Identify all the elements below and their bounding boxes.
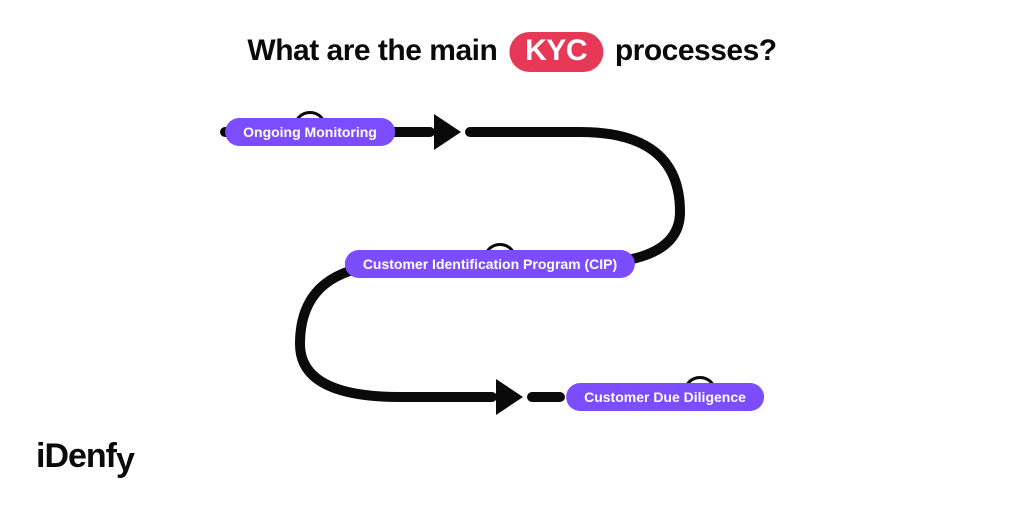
- arrow-2: [496, 379, 523, 415]
- logo-text: iDenf: [36, 437, 116, 475]
- brand-logo: iDenfy: [36, 437, 134, 476]
- arrow-1: [434, 114, 461, 150]
- arrowhead-icon: [434, 114, 461, 150]
- process-pill-monitoring: Ongoing Monitoring: [225, 118, 395, 146]
- process-pill-cdd: Customer Due Diligence: [566, 383, 764, 411]
- pill-label: Customer Due Diligence: [584, 389, 746, 405]
- pill-label: Ongoing Monitoring: [243, 124, 377, 140]
- logo-text-tail: y: [116, 441, 134, 480]
- process-pill-cip: Customer Identification Program (CIP): [345, 250, 635, 278]
- arrowhead-icon: [496, 379, 523, 415]
- pill-label: Customer Identification Program (CIP): [363, 256, 617, 272]
